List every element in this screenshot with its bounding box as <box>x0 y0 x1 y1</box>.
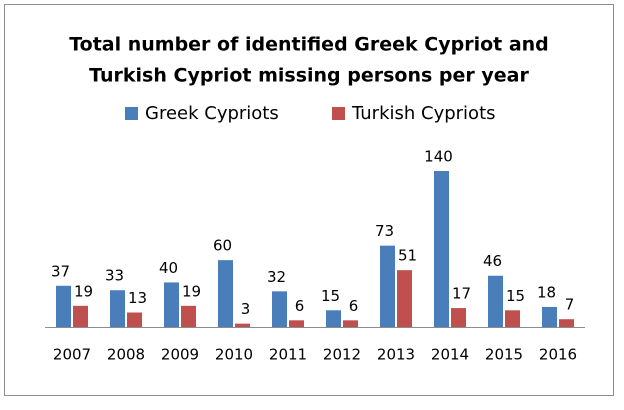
legend-label: Turkish Cypriots <box>351 103 496 124</box>
value-label: 19 <box>182 282 201 300</box>
x-tick-label: 2009 <box>161 346 199 364</box>
bar <box>505 310 520 327</box>
x-tick-label: 2014 <box>431 346 469 364</box>
value-label: 7 <box>565 296 575 314</box>
bar <box>127 312 142 327</box>
x-tick-label: 2013 <box>377 346 415 364</box>
value-label: 6 <box>349 297 359 315</box>
value-label: 15 <box>321 287 340 305</box>
bar <box>289 320 304 327</box>
legend-swatch <box>332 107 345 120</box>
bar <box>380 245 395 327</box>
x-tick-label: 2012 <box>323 346 361 364</box>
value-label: 19 <box>74 282 93 300</box>
bar <box>326 310 341 327</box>
bar <box>56 285 71 327</box>
value-label: 32 <box>267 268 286 286</box>
value-label: 18 <box>537 283 556 301</box>
bar <box>235 323 250 327</box>
value-label: 46 <box>483 252 502 270</box>
x-tick-label: 2008 <box>107 346 145 364</box>
bar <box>272 291 287 327</box>
value-label: 73 <box>375 222 394 240</box>
bar <box>73 305 88 327</box>
value-label: 33 <box>105 267 124 285</box>
value-label: 60 <box>213 237 232 255</box>
value-label: 13 <box>128 289 147 307</box>
chart-border <box>4 4 614 396</box>
chart-title: Total number of identified Greek Cypriot… <box>69 34 549 56</box>
value-label: 51 <box>398 247 417 265</box>
bar <box>397 270 412 327</box>
bar <box>164 282 179 327</box>
legend-label: Greek Cypriots <box>145 103 279 124</box>
bar <box>218 260 233 327</box>
legend-swatch <box>125 107 138 120</box>
bar <box>542 306 557 327</box>
value-label: 37 <box>51 262 70 280</box>
bar <box>181 305 196 327</box>
x-tick-label: 2010 <box>215 346 253 364</box>
bar <box>559 319 574 327</box>
x-tick-label: 2016 <box>539 346 577 364</box>
value-label: 17 <box>452 285 471 303</box>
x-tick-label: 2015 <box>485 346 523 364</box>
value-label: 6 <box>295 297 305 315</box>
bar <box>434 171 449 327</box>
bar <box>110 290 125 327</box>
bar <box>488 275 503 327</box>
value-label: 15 <box>506 287 525 305</box>
x-tick-label: 2011 <box>269 346 307 364</box>
bar <box>451 308 466 327</box>
bar <box>343 320 358 327</box>
chart-title: Turkish Cypriot missing persons per year <box>89 65 529 87</box>
value-label: 3 <box>241 300 251 318</box>
value-label: 40 <box>159 259 178 277</box>
value-label: 140 <box>424 148 453 166</box>
x-tick-label: 2007 <box>53 346 91 364</box>
